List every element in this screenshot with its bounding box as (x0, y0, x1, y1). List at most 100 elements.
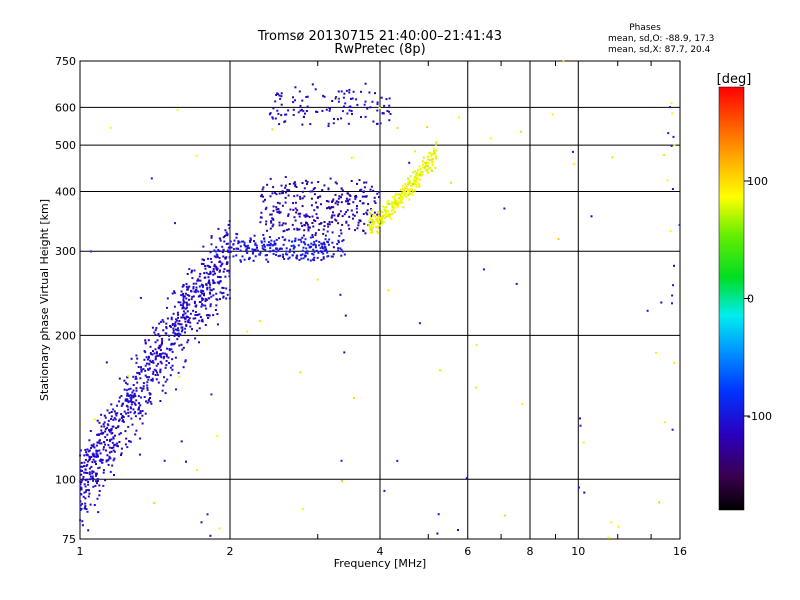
echo-point (239, 245, 242, 248)
echo-point (291, 254, 294, 257)
echo-point (98, 439, 101, 442)
echo-point (108, 455, 111, 458)
echo-point (130, 401, 133, 403)
echo-point (129, 396, 132, 399)
echo-point (204, 324, 207, 326)
echo-point (302, 116, 305, 118)
echo-point (426, 170, 429, 173)
echo-point (212, 288, 215, 291)
echo-point (245, 245, 248, 248)
echo-point (382, 112, 385, 115)
echo-point (312, 188, 315, 191)
echo-point (146, 384, 149, 387)
echo-point (292, 208, 295, 211)
echo-point (228, 271, 231, 274)
echo-point (81, 479, 84, 482)
echo-point (126, 400, 129, 402)
echo-point (323, 184, 326, 187)
echo-point (218, 280, 221, 283)
echo-point (115, 427, 118, 430)
echo-point (161, 337, 163, 340)
echo-point (306, 183, 308, 185)
echo-point (159, 368, 162, 371)
echo-point (434, 149, 437, 152)
echo-point (377, 215, 380, 218)
echo-point (275, 250, 278, 253)
echo-point (230, 246, 233, 249)
echo-point (365, 195, 368, 198)
echo-point (287, 109, 290, 112)
echo-point (193, 302, 196, 305)
echo-point (345, 200, 347, 203)
echo-point (287, 257, 290, 260)
echo-point (315, 201, 317, 204)
echo-point (293, 251, 296, 254)
echo-point (378, 219, 381, 222)
echo-point (327, 243, 330, 246)
echo-point (118, 400, 121, 403)
echo-point (432, 153, 435, 156)
echo-point (156, 373, 159, 376)
echo-point (103, 421, 106, 424)
echo-point (277, 112, 280, 115)
echo-point (335, 96, 338, 98)
echo-point (120, 413, 123, 415)
echo-point (102, 469, 105, 472)
echo-point (278, 237, 280, 240)
echo-point (123, 410, 126, 413)
echo-point (216, 267, 219, 270)
echo-point (301, 236, 304, 239)
echo-point (173, 305, 176, 308)
echo-point (398, 197, 401, 199)
echo-point (346, 209, 349, 212)
echo-point (172, 329, 175, 332)
echo-point (99, 452, 102, 455)
echo-point (126, 446, 129, 449)
echo-point (207, 314, 210, 316)
echo-point (315, 110, 317, 113)
echo-point (79, 454, 82, 457)
echo-point (280, 95, 283, 98)
echo-point (292, 247, 295, 250)
echo-point (377, 210, 379, 213)
echo-point (332, 211, 334, 214)
echo-point (226, 242, 229, 245)
echo-point (671, 112, 674, 115)
echo-point (215, 256, 218, 259)
echo-point (184, 327, 187, 330)
echo-point (107, 419, 110, 422)
echo-point (347, 192, 350, 195)
echo-point (110, 411, 113, 413)
echo-point (135, 387, 138, 390)
echo-point (376, 103, 379, 106)
echo-point (295, 255, 298, 258)
echo-point (181, 285, 184, 288)
echo-point (195, 282, 198, 285)
echo-point (417, 182, 420, 185)
echo-point (383, 208, 386, 211)
echo-point (340, 248, 343, 251)
echo-point (179, 301, 182, 304)
echo-point (87, 483, 90, 486)
echo-point (404, 185, 407, 188)
echo-point (178, 344, 181, 347)
echo-point (192, 287, 195, 290)
echo-point (299, 109, 302, 112)
echo-point (177, 313, 179, 316)
echo-point (264, 254, 267, 257)
echo-point (96, 480, 99, 482)
echo-point (82, 475, 85, 478)
echo-point (138, 406, 141, 409)
echo-point (274, 117, 277, 120)
echo-point (355, 98, 358, 101)
echo-point (390, 209, 393, 212)
echo-point (218, 527, 221, 530)
echo-point (350, 156, 353, 159)
echo-point (86, 460, 89, 463)
echo-point (88, 467, 91, 470)
echo-point (90, 465, 93, 468)
echo-point (209, 257, 212, 260)
echo-point (315, 213, 318, 216)
echo-point (108, 411, 111, 414)
